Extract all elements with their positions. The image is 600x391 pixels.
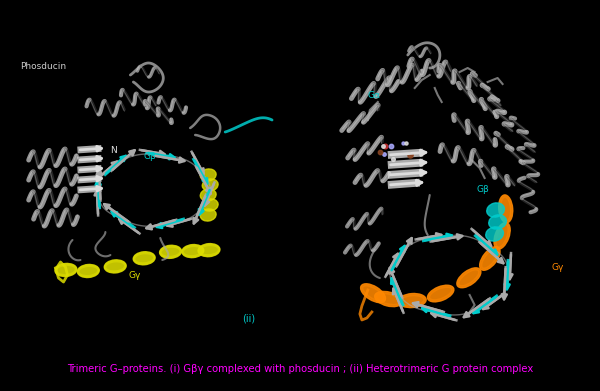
- Ellipse shape: [202, 199, 218, 211]
- Ellipse shape: [198, 244, 220, 256]
- Ellipse shape: [55, 264, 77, 276]
- Ellipse shape: [202, 179, 218, 191]
- Ellipse shape: [427, 285, 454, 302]
- Text: Gβ: Gβ: [143, 152, 156, 161]
- Ellipse shape: [457, 268, 481, 288]
- Text: Trimeric G–proteins. (i) Gβγ complexed with phosducin ; (ii) Heterotrimeric G pr: Trimeric G–proteins. (i) Gβγ complexed w…: [67, 364, 533, 375]
- Text: Gβ: Gβ: [476, 185, 490, 194]
- Ellipse shape: [200, 189, 216, 201]
- Ellipse shape: [104, 260, 126, 273]
- Ellipse shape: [182, 244, 204, 258]
- Ellipse shape: [374, 291, 402, 307]
- Ellipse shape: [494, 222, 510, 249]
- Text: Gγ: Gγ: [128, 271, 140, 280]
- Ellipse shape: [479, 247, 500, 270]
- Text: (ii): (ii): [242, 314, 256, 324]
- Ellipse shape: [361, 284, 386, 303]
- Ellipse shape: [160, 245, 182, 258]
- Text: Phosducin: Phosducin: [20, 62, 66, 71]
- Ellipse shape: [200, 169, 216, 181]
- Ellipse shape: [133, 252, 155, 265]
- Text: Gγ: Gγ: [551, 263, 564, 273]
- Ellipse shape: [200, 209, 216, 221]
- Text: N: N: [110, 146, 117, 155]
- Ellipse shape: [499, 195, 513, 223]
- Ellipse shape: [398, 294, 426, 308]
- Ellipse shape: [486, 227, 503, 241]
- Ellipse shape: [487, 203, 505, 217]
- Ellipse shape: [489, 215, 506, 229]
- Text: Gα: Gα: [368, 91, 380, 100]
- Ellipse shape: [77, 264, 99, 278]
